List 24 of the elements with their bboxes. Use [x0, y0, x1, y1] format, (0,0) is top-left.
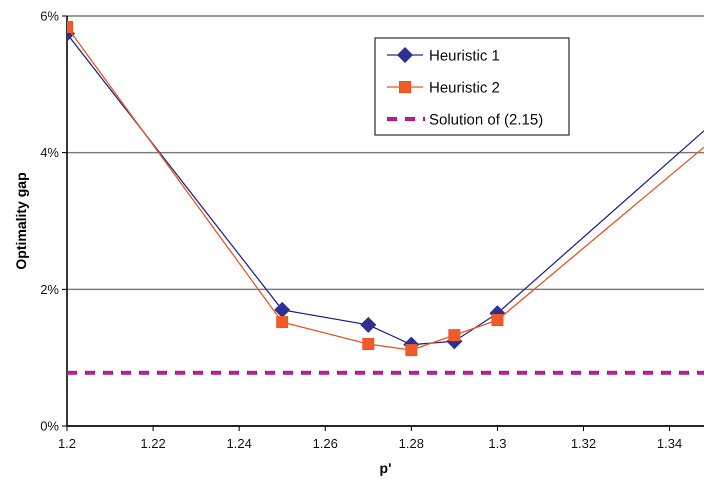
legend-label: Heuristic 2: [429, 79, 500, 96]
x-tick-label: 1.28: [398, 436, 424, 451]
x-tick-label: 1.34: [656, 436, 682, 451]
point: [276, 316, 288, 328]
y-tick-label: 4%: [40, 145, 60, 160]
point: [274, 302, 290, 318]
x-tick-label: 1.24: [226, 436, 252, 451]
x-tick-label: 1.26: [312, 436, 338, 451]
point: [491, 314, 504, 326]
y-axis-title: Optimality gap: [13, 172, 29, 270]
point: [405, 344, 418, 356]
legend-label: Solution of (2.15): [429, 111, 544, 128]
legend-label: Heuristic 1: [429, 47, 500, 64]
point: [362, 338, 374, 350]
point: [360, 316, 376, 333]
x-tick-label: 1.32: [570, 436, 596, 451]
y-tick-label: 0%: [40, 418, 60, 434]
point: [448, 329, 460, 342]
y-tick-label: 2%: [40, 282, 60, 297]
x-tick-label: 1.3: [488, 436, 506, 451]
x-tick-label: 1.22: [140, 436, 166, 451]
x-tick-label: 1.2: [58, 436, 76, 451]
y-tick-label: 6%: [40, 8, 60, 24]
x-axis-title: p': [380, 460, 392, 476]
